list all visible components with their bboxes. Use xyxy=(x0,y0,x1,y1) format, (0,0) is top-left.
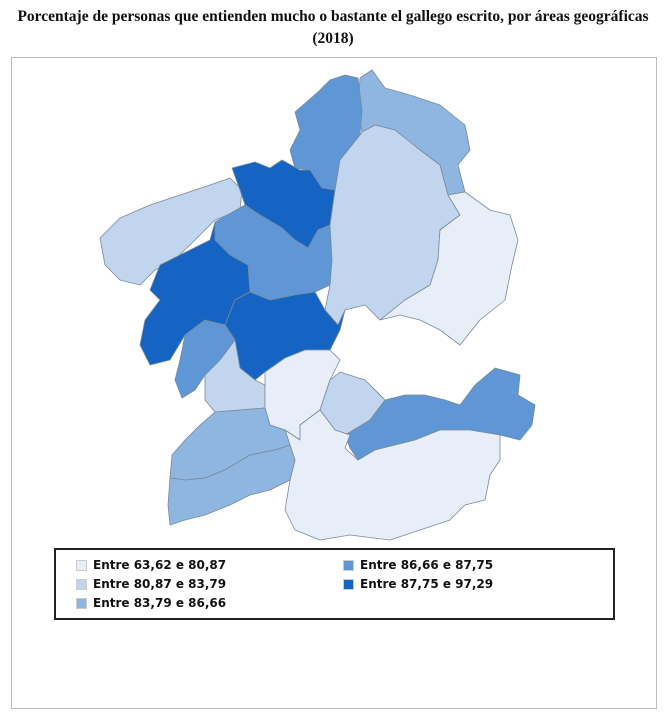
legend-label: Entre 87,75 e 97,29 xyxy=(360,577,494,591)
legend-swatch xyxy=(76,559,87,571)
legend: Entre 63,62 e 80,87 Entre 80,87 e 83,79 … xyxy=(54,548,615,620)
legend-item: Entre 83,79 e 86,66 xyxy=(76,596,226,610)
map-frame xyxy=(11,57,657,709)
legend-swatch xyxy=(76,597,87,609)
legend-item: Entre 63,62 e 80,87 xyxy=(76,558,226,572)
legend-label: Entre 63,62 e 80,87 xyxy=(93,558,227,572)
map-title: Porcentaje de personas que entienden muc… xyxy=(17,8,649,47)
legend-swatch xyxy=(343,559,354,571)
legend-label: Entre 80,87 e 83,79 xyxy=(93,577,227,591)
map-region xyxy=(167,444,296,526)
legend-item: Entre 80,87 e 83,79 xyxy=(76,577,226,591)
map-region xyxy=(284,409,501,541)
map-region xyxy=(379,191,519,346)
legend-item: Entre 87,75 e 97,29 xyxy=(343,577,493,591)
map-region xyxy=(139,221,251,366)
legend-swatch xyxy=(76,578,87,590)
legend-label: Entre 83,79 e 86,66 xyxy=(93,596,227,610)
legend-label: Entre 86,66 e 87,75 xyxy=(360,558,494,572)
legend-item: Entre 86,66 e 87,75 xyxy=(343,558,493,572)
legend-swatch xyxy=(343,578,354,590)
